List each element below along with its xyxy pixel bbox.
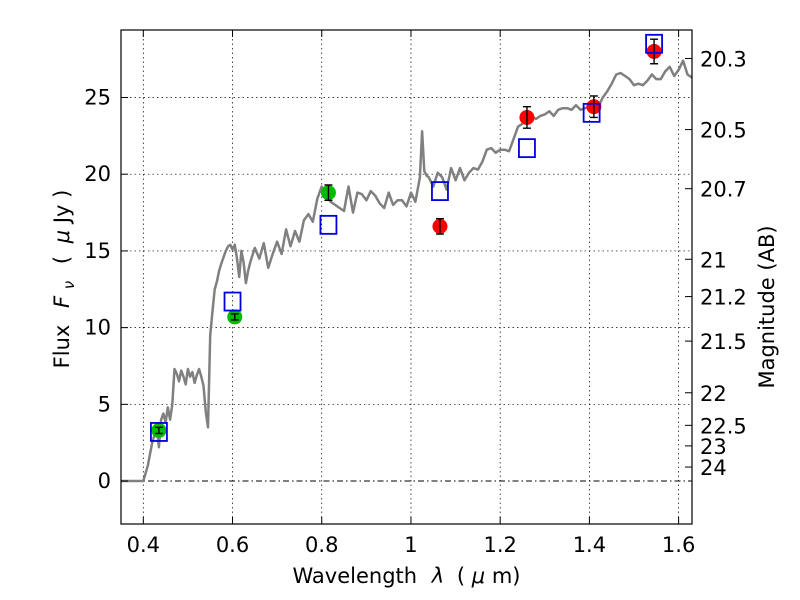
magnitude-tick-label: 20.7: [700, 178, 747, 202]
model-square-point: [319, 214, 338, 235]
model-square-point: [518, 138, 536, 159]
x-tick-label: 0.6: [216, 533, 249, 557]
y-axis-label-subscript: ν: [60, 281, 78, 289]
y-tick-label: 25: [84, 86, 111, 110]
magnitude-tick-label: 20.5: [700, 119, 747, 143]
y-tick-label: 20: [84, 162, 111, 186]
x-axis-label-open: (: [457, 564, 465, 588]
y-axis-label-open: (: [50, 256, 74, 264]
x-axis-label: Wavelength λ ( μ m): [293, 564, 521, 588]
x-tick-label: 1.2: [483, 533, 516, 557]
y-tick-label: 15: [84, 239, 111, 263]
model-square-point: [582, 102, 601, 123]
plot-frame: [120, 29, 693, 525]
magnitude-tick-label: 21: [700, 248, 727, 272]
x-axis-label-symbol: λ: [431, 564, 444, 588]
x-axis-label-mu: μ: [471, 564, 485, 588]
plot-data: [121, 33, 692, 483]
magnitude-tick-label: 23: [700, 435, 727, 459]
y-axis-label-unit: Jy ): [50, 190, 74, 226]
x-tick-label: 0.4: [127, 533, 160, 557]
y-tick-label: 5: [98, 392, 111, 416]
model-square-point: [223, 291, 242, 312]
y-axis-label-text: Flux: [50, 325, 74, 369]
y-axis-label: Flux F ν ( μ Jy ): [50, 190, 79, 369]
model-square-point: [431, 181, 449, 201]
y-tick-label: 10: [84, 316, 111, 340]
x-tick-label: 1.6: [662, 533, 695, 557]
spectrum-line: [121, 59, 692, 483]
x-tick-label: 0.8: [305, 533, 338, 557]
x-axis-label-unit: m): [492, 564, 521, 588]
axis-ticks: 0.4 0.6 0.8 1 1.2 1.4 1.6 0 5 10 15 20 25 20.3 20.5 20.…: [84, 30, 747, 557]
x-tick-label: 1: [404, 533, 417, 557]
x-tick-label: 1.4: [573, 533, 606, 557]
magnitude-tick-label: 20.3: [700, 47, 747, 71]
y-tick-label: 0: [98, 469, 111, 493]
magnitude-tick-label: 24: [700, 456, 727, 480]
magnitude-tick-label: 21.5: [700, 330, 747, 354]
magnitude-tick-label: 22.5: [700, 414, 747, 438]
model-square-point: [150, 422, 168, 442]
x-axis-label-text: Wavelength: [293, 564, 418, 588]
magnitude-tick-label: 21.2: [700, 286, 747, 310]
y-axis-label-mu: μ: [50, 230, 74, 244]
magnitude-axis-label: Magnitude (AB): [755, 225, 779, 388]
magnitude-tick-label: 22: [700, 382, 727, 406]
model-square-point: [645, 33, 663, 54]
y-axis-label-symbol: F: [50, 295, 74, 308]
